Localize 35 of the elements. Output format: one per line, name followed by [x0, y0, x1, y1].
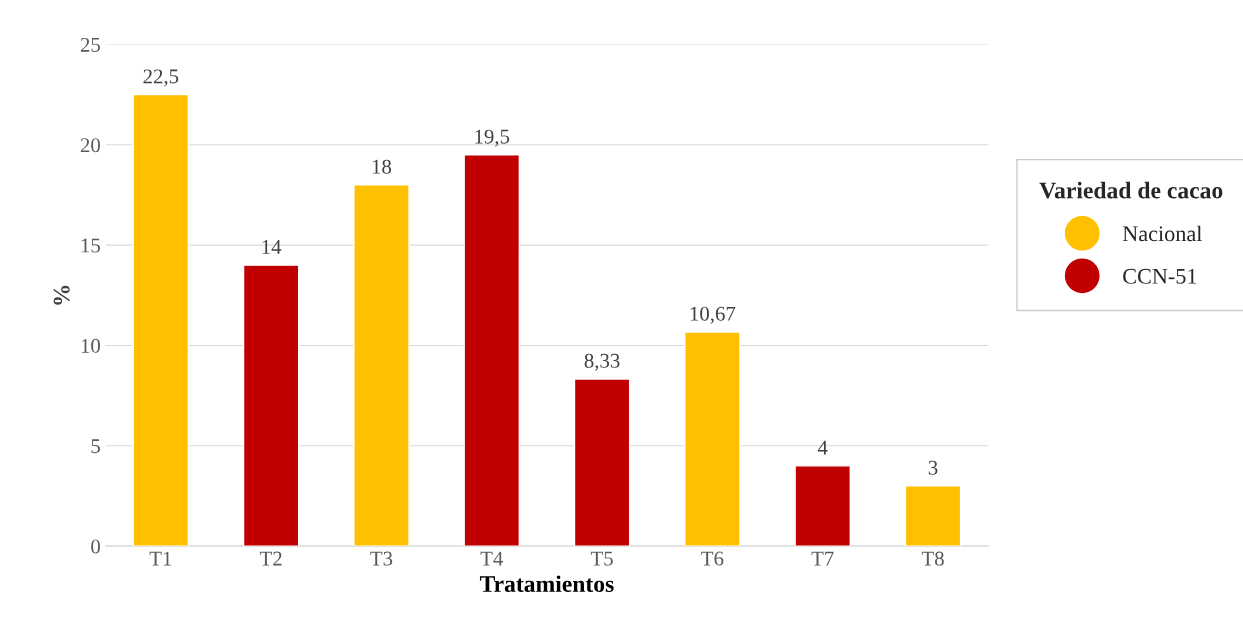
- x-tick-label: T2: [259, 551, 282, 566]
- legend-title: Variedad de cacao: [1039, 181, 1223, 199]
- x-tick-label: T1: [149, 551, 172, 566]
- x-tick-label: T6: [701, 551, 724, 566]
- data-label: 14: [262, 240, 282, 254]
- y-tick-label: 10: [81, 338, 100, 353]
- bar: [684, 331, 741, 547]
- x-tick-label: T8: [921, 551, 944, 566]
- data-label: 8,33: [584, 353, 620, 371]
- y-tick-label: 5: [91, 439, 100, 454]
- legend-label: CCN-51: [1123, 268, 1197, 284]
- x-tick-label: T4: [480, 551, 504, 566]
- bar: [463, 154, 521, 547]
- y-axis-title: %: [53, 285, 70, 305]
- legend-label: Nacional: [1122, 225, 1202, 242]
- y-tick-label: 25: [80, 37, 100, 52]
- data-label: 19,5: [475, 129, 510, 147]
- data-label: 18: [372, 159, 392, 174]
- bar: [132, 93, 190, 547]
- bar: [242, 264, 300, 547]
- x-axis-title: Tratamientos: [479, 575, 614, 593]
- bar: [573, 378, 631, 547]
- bar: [353, 184, 410, 547]
- y-tick-label: 20: [80, 138, 100, 153]
- data-label: 3: [928, 460, 938, 475]
- bar: [904, 485, 962, 547]
- x-tick-label: T7: [811, 551, 834, 566]
- data-label: 22,5: [143, 69, 179, 87]
- x-tick-label: T5: [590, 551, 613, 566]
- y-tick-label: 15: [81, 238, 100, 253]
- y-tick-label: 0: [91, 539, 100, 554]
- data-label: 4: [817, 440, 828, 455]
- bar: [794, 465, 851, 547]
- data-label: 10,67: [690, 306, 736, 324]
- x-tick-label: T3: [370, 551, 393, 566]
